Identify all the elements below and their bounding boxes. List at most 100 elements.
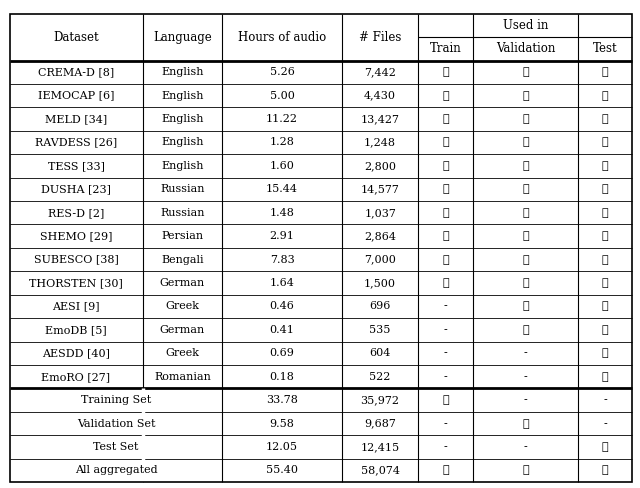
Text: -: - [603, 395, 607, 405]
Text: ✓: ✓ [522, 231, 529, 241]
Text: ✓: ✓ [522, 184, 529, 194]
Text: ✓: ✓ [602, 114, 609, 124]
Text: ✓: ✓ [442, 91, 449, 101]
Text: -: - [444, 325, 447, 335]
Text: RAVDESS [26]: RAVDESS [26] [35, 138, 117, 147]
Text: -: - [524, 442, 527, 452]
Text: English: English [161, 161, 204, 171]
Text: 9.58: 9.58 [269, 419, 294, 428]
Text: ✓: ✓ [602, 278, 609, 288]
Text: 1.48: 1.48 [269, 208, 294, 218]
Text: 1,500: 1,500 [364, 278, 396, 288]
Text: 13,427: 13,427 [360, 114, 399, 124]
Text: Russian: Russian [160, 208, 205, 218]
Text: ✓: ✓ [522, 302, 529, 311]
Text: Used in: Used in [502, 19, 548, 32]
Text: Training Set: Training Set [81, 395, 151, 405]
Text: Validation Set: Validation Set [77, 419, 155, 428]
Text: 33.78: 33.78 [266, 395, 298, 405]
Text: English: English [161, 138, 204, 147]
Text: 7,442: 7,442 [364, 67, 396, 77]
Text: 12,415: 12,415 [360, 442, 399, 452]
Text: ✓: ✓ [522, 278, 529, 288]
Text: 1,037: 1,037 [364, 208, 396, 218]
Text: ✓: ✓ [602, 466, 609, 475]
Text: 15.44: 15.44 [266, 184, 298, 194]
Text: ✓: ✓ [442, 208, 449, 218]
Text: English: English [161, 67, 204, 77]
Text: 55.40: 55.40 [266, 466, 298, 475]
Text: 58,074: 58,074 [360, 466, 399, 475]
Text: ✓: ✓ [602, 208, 609, 218]
Text: Greek: Greek [165, 348, 200, 358]
Text: -: - [603, 419, 607, 428]
Text: ✓: ✓ [602, 348, 609, 358]
Text: 14,577: 14,577 [361, 184, 399, 194]
Text: ✓: ✓ [522, 91, 529, 101]
Text: -: - [524, 348, 527, 358]
Text: -: - [444, 372, 447, 382]
Text: 0.41: 0.41 [269, 325, 294, 335]
Text: ✓: ✓ [602, 184, 609, 194]
Text: 522: 522 [369, 372, 391, 382]
Text: ✓: ✓ [522, 419, 529, 428]
Text: ✓: ✓ [602, 372, 609, 382]
Text: MELD [34]: MELD [34] [45, 114, 107, 124]
Text: ✓: ✓ [442, 255, 449, 264]
Text: 2,864: 2,864 [364, 231, 396, 241]
Text: ✓: ✓ [442, 67, 449, 77]
Text: ✓: ✓ [602, 138, 609, 147]
Text: 0.69: 0.69 [269, 348, 294, 358]
Text: ✓: ✓ [522, 114, 529, 124]
Text: All aggregated: All aggregated [75, 466, 157, 475]
Text: -: - [444, 442, 447, 452]
Text: 2,800: 2,800 [364, 161, 396, 171]
Text: ✓: ✓ [522, 466, 529, 475]
Text: 0.18: 0.18 [269, 372, 294, 382]
Text: -: - [444, 348, 447, 358]
Text: Greek: Greek [165, 302, 200, 311]
Text: Test: Test [593, 42, 618, 55]
Text: 1.64: 1.64 [269, 278, 294, 288]
Text: ✓: ✓ [602, 255, 609, 264]
Text: ✓: ✓ [442, 278, 449, 288]
Text: Validation: Validation [495, 42, 555, 55]
Text: 11.22: 11.22 [266, 114, 298, 124]
Text: EmoDB [5]: EmoDB [5] [45, 325, 107, 335]
Text: ✓: ✓ [602, 161, 609, 171]
Text: AESDD [40]: AESDD [40] [42, 348, 110, 358]
Text: English: English [161, 114, 204, 124]
Text: AESI [9]: AESI [9] [52, 302, 100, 311]
Text: ✓: ✓ [522, 325, 529, 335]
Text: 0.46: 0.46 [269, 302, 294, 311]
Text: 696: 696 [369, 302, 391, 311]
Text: -: - [524, 395, 527, 405]
Text: Dataset: Dataset [53, 31, 99, 43]
Text: German: German [160, 278, 205, 288]
Text: 1.60: 1.60 [269, 161, 294, 171]
Text: ✓: ✓ [442, 184, 449, 194]
Text: 7,000: 7,000 [364, 255, 396, 264]
Text: ✓: ✓ [442, 466, 449, 475]
Text: SUBESCO [38]: SUBESCO [38] [34, 255, 118, 264]
Text: RES-D [2]: RES-D [2] [48, 208, 104, 218]
Text: -: - [444, 419, 447, 428]
Text: Train: Train [429, 42, 461, 55]
Text: ✓: ✓ [602, 67, 609, 77]
Text: 7.83: 7.83 [269, 255, 294, 264]
Text: SHEMO [29]: SHEMO [29] [40, 231, 112, 241]
Text: -: - [444, 302, 447, 311]
Text: 535: 535 [369, 325, 391, 335]
Text: Bengali: Bengali [161, 255, 204, 264]
Text: 5.00: 5.00 [269, 91, 294, 101]
Text: ✓: ✓ [522, 138, 529, 147]
Text: # Files: # Files [359, 31, 401, 43]
Text: Persian: Persian [161, 231, 204, 241]
Text: ✓: ✓ [602, 325, 609, 335]
Text: ✓: ✓ [602, 442, 609, 452]
Text: 4,430: 4,430 [364, 91, 396, 101]
Text: 5.26: 5.26 [269, 67, 294, 77]
Text: CREMA-D [8]: CREMA-D [8] [38, 67, 114, 77]
Text: Romanian: Romanian [154, 372, 211, 382]
Text: English: English [161, 91, 204, 101]
